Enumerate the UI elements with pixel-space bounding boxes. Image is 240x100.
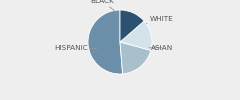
Wedge shape bbox=[120, 10, 144, 42]
Text: HISPANIC: HISPANIC bbox=[54, 45, 97, 51]
Wedge shape bbox=[120, 42, 151, 74]
Text: WHITE: WHITE bbox=[146, 16, 174, 23]
Text: BLACK: BLACK bbox=[90, 0, 117, 13]
Wedge shape bbox=[88, 10, 123, 74]
Wedge shape bbox=[120, 21, 152, 50]
Text: ASIAN: ASIAN bbox=[149, 45, 173, 51]
